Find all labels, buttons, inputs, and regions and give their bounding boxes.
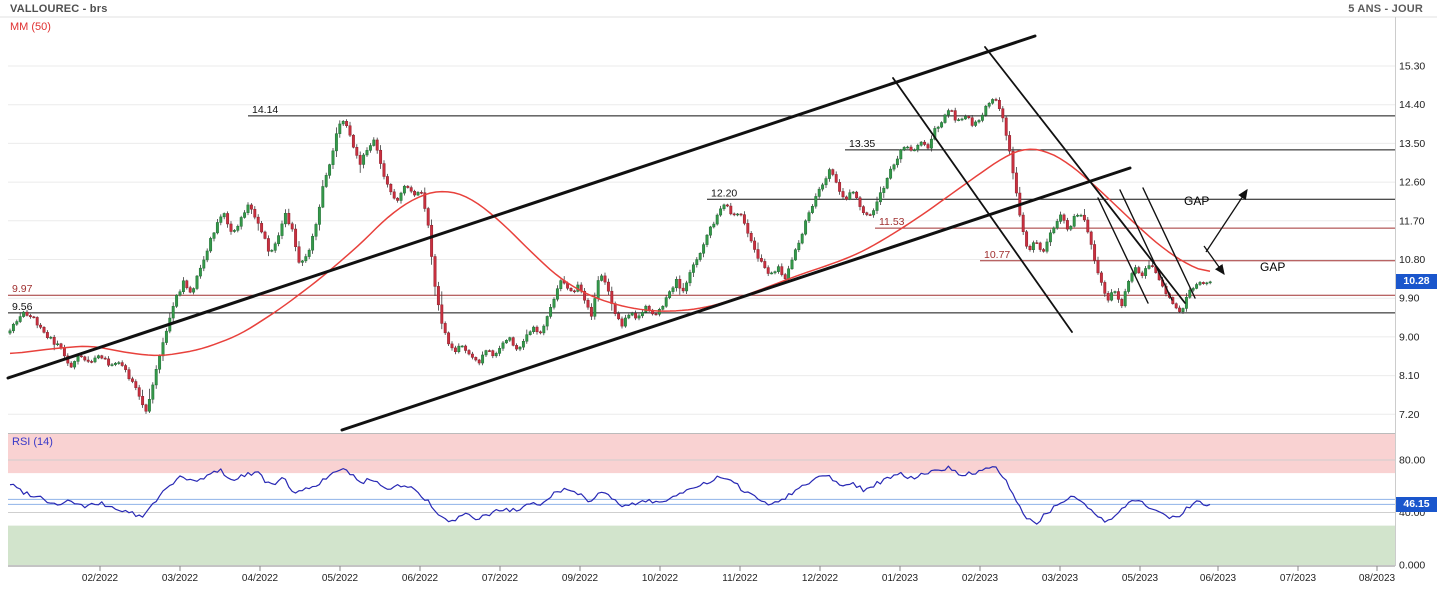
- axes: 15.30 14.40 13.50 12.60 11.70 10.80 9.90 9.00 8.…: [82, 61, 1426, 585]
- month-axis-label: 08/2023: [1359, 573, 1396, 584]
- month-axis-label: 09/2022: [562, 573, 599, 584]
- gap-annotation-lower: GAP: [1260, 260, 1286, 274]
- rsi-indicator-label: RSI (14): [12, 436, 53, 448]
- trendlines[interactable]: [6, 34, 1196, 432]
- last-price-badge: 10.28: [1396, 274, 1437, 289]
- month-axis-label: 04/2022: [242, 573, 279, 584]
- rsi-axis-label: 80.00: [1399, 455, 1425, 467]
- price-axis-label: 15.30: [1399, 61, 1425, 73]
- panel-borders: [0, 16, 1437, 567]
- level-label: 12.20: [711, 187, 737, 199]
- month-axis-label: 01/2023: [882, 573, 919, 584]
- price-axis-label: 11.70: [1399, 215, 1425, 227]
- level-label: 13.35: [849, 138, 875, 150]
- price-axis-label: 14.40: [1399, 99, 1425, 111]
- price-axis-label: 13.50: [1399, 138, 1425, 150]
- gap-annotation-upper: GAP: [1184, 194, 1210, 208]
- instrument-title: VALLOUREC - brs: [10, 3, 108, 15]
- price-axis-label: 8.10: [1399, 370, 1420, 382]
- month-axis-label: 06/2023: [1200, 573, 1237, 584]
- level-label: 11.53: [879, 216, 905, 228]
- price-gridlines: [8, 65, 1395, 415]
- candles[interactable]: [8, 97, 1212, 414]
- rsi-value-badge: 46.15: [1396, 497, 1437, 512]
- month-axis-label: 10/2022: [642, 573, 679, 584]
- month-axis-label: 06/2022: [402, 573, 439, 584]
- timeframe-label: 5 ANS - JOUR: [1348, 3, 1423, 15]
- price-levels[interactable]: 14.14 13.35 12.20 11.53 10.77 9.97 9.56: [8, 104, 1395, 314]
- price-axis-label: 12.60: [1399, 177, 1425, 189]
- month-axis-label: 12/2022: [802, 573, 839, 584]
- month-axis-label: 03/2023: [1042, 573, 1079, 584]
- level-label: 9.97: [12, 283, 33, 295]
- price-axis-label: 9.00: [1399, 331, 1420, 343]
- rsi-axis-label: 0.000: [1399, 560, 1425, 572]
- price-axis-label: 9.90: [1399, 293, 1420, 305]
- price-axis-label: 7.20: [1399, 409, 1420, 421]
- month-axis-label: 03/2022: [162, 573, 199, 584]
- month-axis-label: 05/2023: [1122, 573, 1159, 584]
- month-axis-label: 02/2022: [82, 573, 119, 584]
- mm50-line: [9, 148, 1211, 357]
- rsi-line: [9, 465, 1211, 525]
- gap-arrows: [1203, 188, 1248, 276]
- month-axis-label: 07/2022: [482, 573, 519, 584]
- mm50-indicator-label: MM (50): [10, 21, 51, 33]
- rsi-zones: [8, 433, 1395, 565]
- level-label: 14.14: [252, 104, 278, 116]
- month-axis-label: 07/2023: [1280, 573, 1317, 584]
- level-label: 10.77: [984, 249, 1010, 261]
- month-axis-label: 11/2022: [722, 573, 758, 584]
- level-label: 9.56: [12, 301, 33, 313]
- month-axis-label: 02/2023: [962, 573, 999, 584]
- price-axis-label: 10.80: [1399, 254, 1425, 266]
- month-axis-label: 05/2022: [322, 573, 359, 584]
